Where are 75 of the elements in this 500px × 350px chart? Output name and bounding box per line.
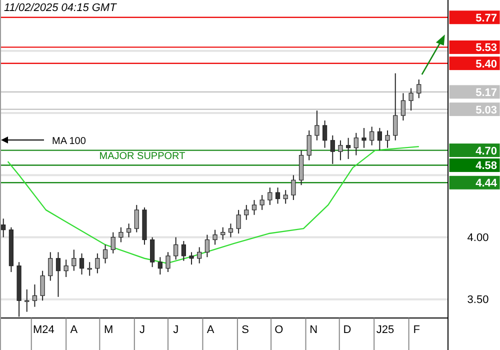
ref-line-label: 4.44 [476,178,498,190]
candlestick [24,288,30,312]
candlestick [370,126,374,146]
candlestick [385,130,390,148]
x-tick-label: J [173,324,179,336]
candlestick [400,92,406,121]
candlestick [252,199,257,216]
x-tick-label: A [206,324,215,336]
ref-line-label: 5.77 [476,12,497,24]
x-tick-label: N [310,324,318,336]
candlestick [283,190,288,204]
candlestick [244,204,249,220]
ref-line-label: 4.70 [476,145,497,158]
candlestick [197,246,202,264]
candlestick [322,120,328,148]
candlestick [260,194,264,210]
candlestick [236,209,241,234]
x-tick-label: A [70,324,78,336]
candlestick [95,252,100,274]
ref-line-label: 5.40 [476,58,497,70]
x-tick-label: J [139,324,145,336]
candlestick [291,174,296,200]
candlestick [79,252,84,276]
candlestick [377,127,382,151]
ref-line-label: 5.03 [476,104,497,116]
candlestick [268,187,272,206]
candlestick [166,252,170,273]
candlestick [32,284,38,308]
candlestick [110,232,116,254]
candlestick [408,88,414,112]
candlestick [416,79,422,99]
candlestick [72,249,76,272]
candlestick [338,140,343,161]
candlestick [158,256,162,276]
candlestick [220,226,226,240]
candlestick [118,226,124,243]
y-tick-label: 4.00 [467,232,489,244]
candlestick [48,252,53,282]
candlestick [40,270,45,302]
candlestick [134,204,139,233]
candlestick [228,223,234,238]
candlestick [56,252,61,298]
candlestick [189,252,194,266]
x-tick-label: M24 [32,324,54,336]
candlestick [354,132,358,156]
x-tick-label: M [104,324,114,336]
candlestick [174,236,178,260]
ref-line-label: 5.53 [476,42,497,54]
candlestick [150,236,155,268]
annotation: 11/02/2025 04:15 GMT [4,2,118,14]
candlestick [1,218,6,238]
y-tick-label: 3.50 [467,294,489,306]
ref-line-label: 4.58 [476,160,497,172]
candlestick [181,240,186,262]
candlestick [204,234,210,258]
annotation: MA 100 [52,136,86,147]
candlestick [275,187,280,204]
x-tick-label: F [413,324,420,336]
candlestick [362,127,366,148]
candlestick [314,110,320,141]
x-tick-label: J25 [376,324,394,336]
candlestick [64,259,68,278]
candlestick [126,223,132,238]
annotation: MAJOR SUPPORT [99,151,186,162]
candlestick [212,229,218,246]
candlestick [346,137,351,160]
candlestick [330,134,335,164]
x-tick-label: O [274,324,284,336]
x-tick-label: D [343,324,352,336]
candlestick [102,244,108,264]
candlestick [306,130,312,161]
candlestick [87,262,92,276]
candlestick [393,72,398,141]
x-tick-label: S [242,324,249,336]
ref-line-label: 5.17 [476,86,497,99]
